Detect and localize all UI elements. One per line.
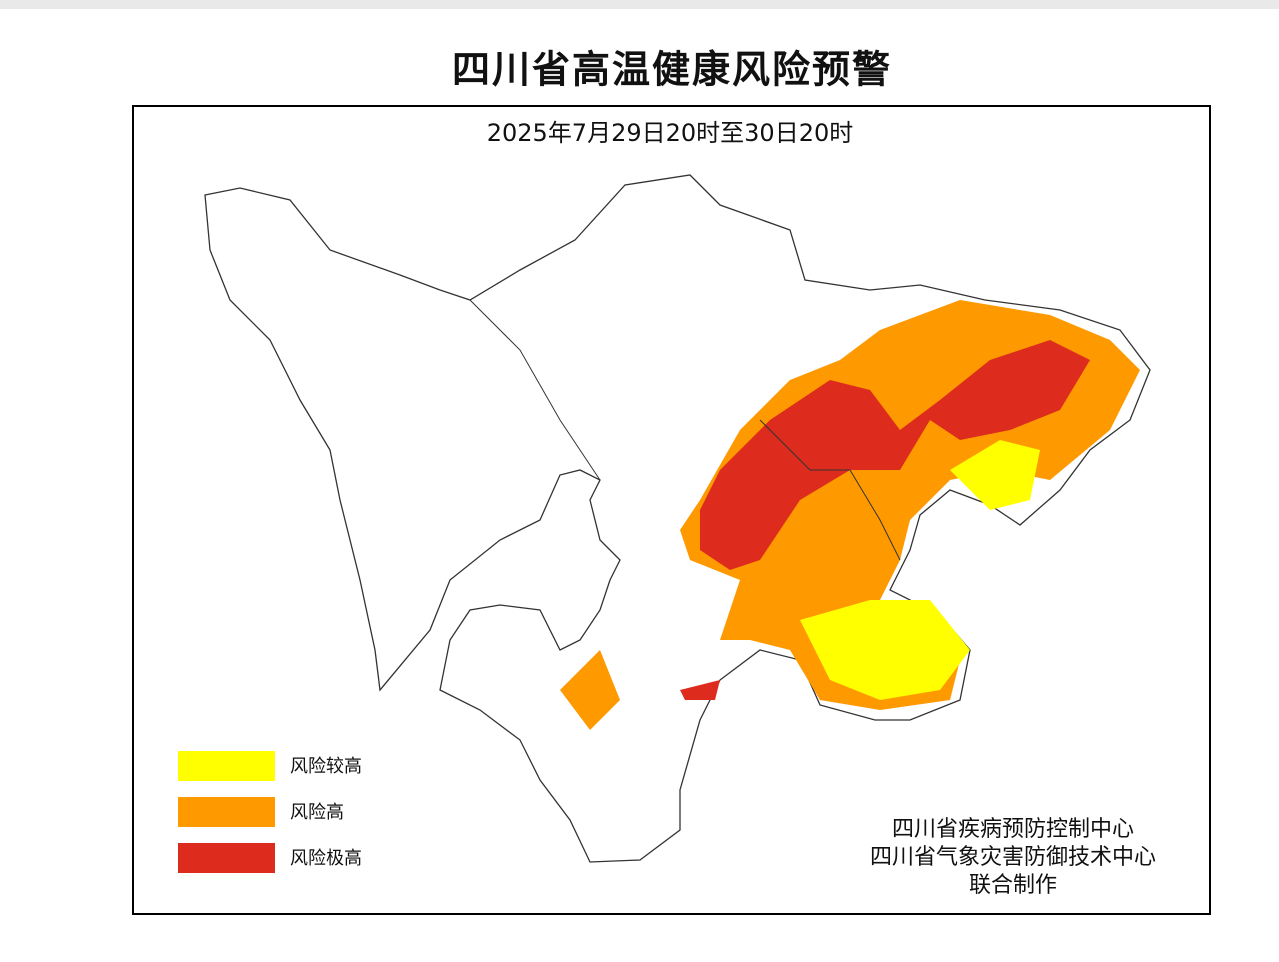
- map: [204, 174, 1151, 863]
- map-subtitle: 2025年7月29日20时至30日20时: [487, 119, 854, 147]
- county-borders: [469, 299, 601, 481]
- risk-high-area: [560, 650, 620, 730]
- legend-swatch: [178, 751, 275, 781]
- credit-line: 联合制作: [969, 873, 1057, 898]
- map-frame: [132, 105, 1211, 915]
- legend-label: 风险高: [290, 802, 344, 823]
- map-title: 四川省高温健康风险预警: [452, 48, 892, 92]
- risk-higher-area: [950, 440, 1040, 510]
- top-bar: [0, 0, 1279, 9]
- county-borders: [759, 419, 901, 561]
- legend-label: 风险极高: [290, 848, 362, 869]
- risk-higher-area: [800, 600, 970, 700]
- risk-extreme-area: [680, 680, 720, 700]
- credit-line: 四川省气象灾害防御技术中心: [870, 845, 1156, 870]
- credit-line: 四川省疾病预防控制中心: [892, 817, 1134, 842]
- legend-swatch: [178, 797, 275, 827]
- risk-extreme-area: [700, 340, 1090, 570]
- legend-label: 风险较高: [290, 756, 362, 777]
- legend-swatch: [178, 843, 275, 873]
